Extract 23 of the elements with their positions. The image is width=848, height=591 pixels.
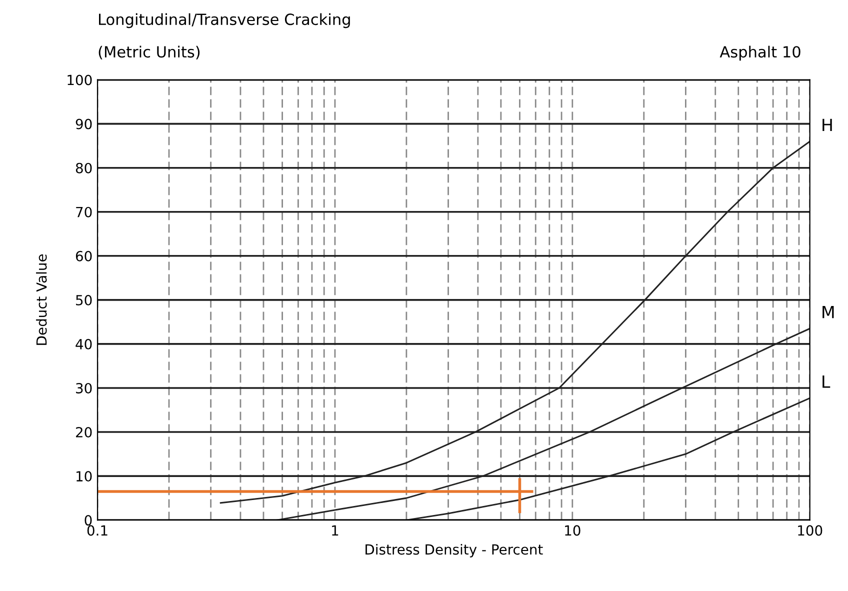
y-tick-label: 70 [76, 206, 92, 218]
series-label: L [822, 376, 830, 388]
y-tick-label: 10 [76, 471, 92, 482]
y-tick-label: 20 [76, 426, 92, 438]
y-tick-label: 50 [76, 294, 92, 306]
x-tick-label: 1 [332, 525, 338, 536]
y-tick-label: 100 [68, 74, 92, 86]
y-tick-label: 60 [76, 250, 92, 262]
x-tick-label: 100 [798, 525, 822, 536]
y-tick-label: 90 [76, 118, 92, 130]
series-label: M [822, 306, 834, 318]
y-tick-label: 40 [76, 338, 92, 350]
y-tick-label: 0 [84, 515, 92, 526]
x-axis-title: Distress Density - Percent [366, 544, 543, 558]
text: Asphalt 10 [720, 46, 800, 61]
series-label: H [822, 118, 832, 132]
y-tick-label: 80 [76, 162, 92, 174]
chart-subtitle: (Metric Units) [98, 46, 200, 60]
chart-title: Longitudinal/Transverse Cracking [99, 13, 350, 28]
x-tick-label: 0.1 [87, 525, 108, 536]
y-tick-label: 30 [76, 382, 92, 394]
y-axis-title: Deduct Value [36, 254, 47, 345]
x-tick-label: 10 [565, 525, 580, 536]
